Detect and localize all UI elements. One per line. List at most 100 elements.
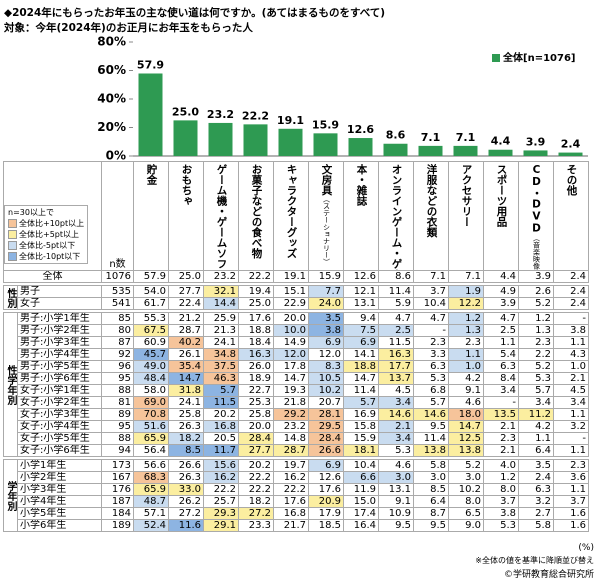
n-cell: 88 [101,432,134,445]
value-cell: 2.2 [518,348,554,361]
value-cell: 20.2 [203,408,239,421]
group-label: 性別 [5,287,16,308]
legend-label: 全体[n=1076] [502,51,575,64]
value-cell: 2.1 [483,420,519,433]
value-cell: 24.1 [168,396,204,409]
value-cell: 4.0 [483,459,519,472]
category-label: CD・DVD（音楽映像ソフト） [530,164,543,270]
value-cell: 17.8 [273,360,309,373]
category-note: （ステーショナリー） [322,195,331,266]
value-cell: 11.5 [378,336,414,349]
category-label: おもちゃ [180,164,193,268]
value-cell: 3.4 [483,384,519,397]
value-cell: 22.9 [273,297,309,310]
legend-swatch [8,241,17,250]
value-cell: 18.2 [168,432,204,445]
value-cell: 27.7 [238,444,274,457]
bar [173,120,198,156]
group-label: 性学年別 [5,364,16,405]
legend-swatch [8,219,17,228]
value-label: 8.6 [386,129,406,142]
n-cell: 1076 [101,270,134,283]
row-label: 小学2年生 [17,471,102,484]
category-cell: 洋服などの衣類 [413,161,449,271]
value-cell: 26.3 [168,471,204,484]
category-name: スポーツ用品 [495,164,508,227]
table-row: 小学3年生 176 65.9 33.0 22.2 22.2 22.2 17.6 11.9 13.1… [4,483,589,496]
value-cell: 32.1 [203,285,239,298]
value-cell: 3.7 [483,495,519,508]
highlight-legend: n=30以上で 全体比+10pt以上 全体比+5pt以上 全体比-5pt以下 全体比-1… [4,205,89,264]
row-label: 女子:小学4年生 [17,420,102,433]
row-label: 小学3年生 [17,483,102,496]
value-cell: 2.6 [518,285,554,298]
value-cell: 33.0 [168,483,204,496]
title: ◆2024年にもらったお年玉の主な使い道は何ですか。(あてはまるものをすべて) [4,7,386,19]
value-cell: 4.5 [378,384,414,397]
value-cell: 6.4 [518,444,554,457]
value-cell: 16.9 [343,408,379,421]
value-cell: 14.7 [343,372,379,385]
row-label: 女子 [17,297,102,310]
category-name: おもちゃ [180,164,193,206]
value-cell: 22.2 [203,483,239,496]
value-cell: 8.6 [378,270,414,283]
value-cell: 26.6 [168,459,204,472]
value-cell: 1.2 [483,471,519,484]
category-name: 貯金 [145,164,158,185]
value-cell: 3.8 [483,507,519,520]
bar [278,128,303,156]
value-cell: 18.2 [238,495,274,508]
value-cell: 2.4 [553,297,589,310]
value-cell: 10.2 [308,384,344,397]
value-cell: 1.1 [553,408,589,421]
value-cell: 18.8 [343,360,379,373]
value-cell: 17.6 [308,483,344,496]
value-cell: 5.2 [518,297,554,310]
value-cell: 16.4 [343,519,379,532]
value-cell: 3.9 [483,297,519,310]
category-cell: ゲーム機・ゲームソフト（オンライン以外） [203,161,239,271]
row-label: 小学4年生 [17,495,102,508]
value-cell: 37.5 [203,360,239,373]
legend-title: n=30以上で [8,208,54,217]
category-label: アクセサリー [460,164,473,268]
value-cell: 3.0 [448,471,484,484]
category-label: お菓子などの食べ物 [250,164,263,268]
value-label: 57.9 [137,58,164,71]
n-cell: 176 [101,483,134,496]
value-cell: 2.3 [518,336,554,349]
row-label: 女子:小学6年生 [17,444,102,457]
legend-label: 全体比+10pt以上 [19,219,85,228]
row-label: 女子:小学2年生 [17,396,102,409]
value-cell: 27.7 [168,285,204,298]
value-cell: 6.9 [308,459,344,472]
value-cell: 15.8 [343,420,379,433]
row-label: 全体 [3,270,102,283]
category-cell: スポーツ用品 [483,161,519,271]
value-cell: 67.5 [133,324,169,337]
row-label: 小学6年生 [17,519,102,532]
legend-label: 全体比+5pt以上 [19,230,80,239]
value-cell: - [553,432,589,445]
value-cell: 6.5 [448,507,484,520]
value-cell: 14.8 [273,432,309,445]
value-cell: 22.4 [168,297,204,310]
value-cell: 49.0 [133,360,169,373]
value-label: 23.2 [207,108,234,121]
value-cell: 4.7 [413,312,449,325]
category-name: アクセサリー [460,164,473,227]
value-cell: 3.8 [553,324,589,337]
value-cell: 14.6 [378,408,414,421]
category-name: お菓子などの食べ物 [250,164,263,259]
value-cell: 4.7 [483,312,519,325]
row-label: 男子:小学5年生 [17,360,102,373]
value-cell: 8.3 [308,360,344,373]
value-cell: 28.4 [238,432,274,445]
category-label: ゲーム機・ゲームソフト（オンライン以外） [215,164,228,270]
value-cell: 4.9 [483,285,519,298]
value-cell: 7.5 [343,324,379,337]
value-cell: 2.7 [518,507,554,520]
value-cell: 60.9 [133,336,169,349]
value-cell: 12.6 [308,471,344,484]
